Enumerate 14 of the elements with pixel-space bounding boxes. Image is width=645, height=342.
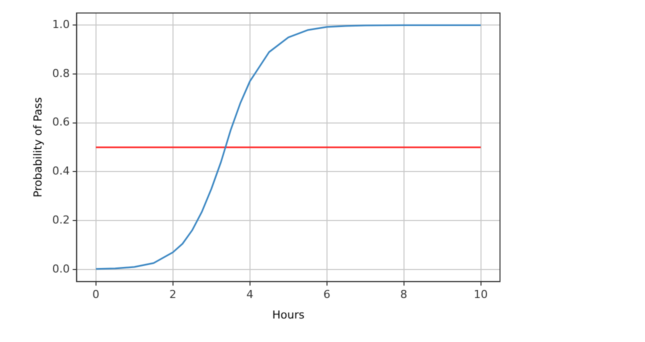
y-tick-label: 0.8 [52,66,70,80]
x-tick-label: 8 [400,288,408,302]
x-tick-label: 6 [323,288,330,302]
x-tick-label: 0 [92,288,100,302]
x-tick-label: 4 [246,288,254,302]
y-tick-label: 0.6 [52,116,70,129]
y-tick-label: 0.2 [52,213,70,226]
y-axis-title: Probability of Pass [31,96,44,198]
x-axis-title: Hours [272,308,305,322]
x-tick-label: 10 [474,288,488,302]
y-tick-label: 0.4 [52,164,70,178]
y-tick-label: 0.0 [52,262,70,276]
y-tick-label: 1.0 [52,18,70,32]
x-tick-label: 2 [169,288,176,302]
